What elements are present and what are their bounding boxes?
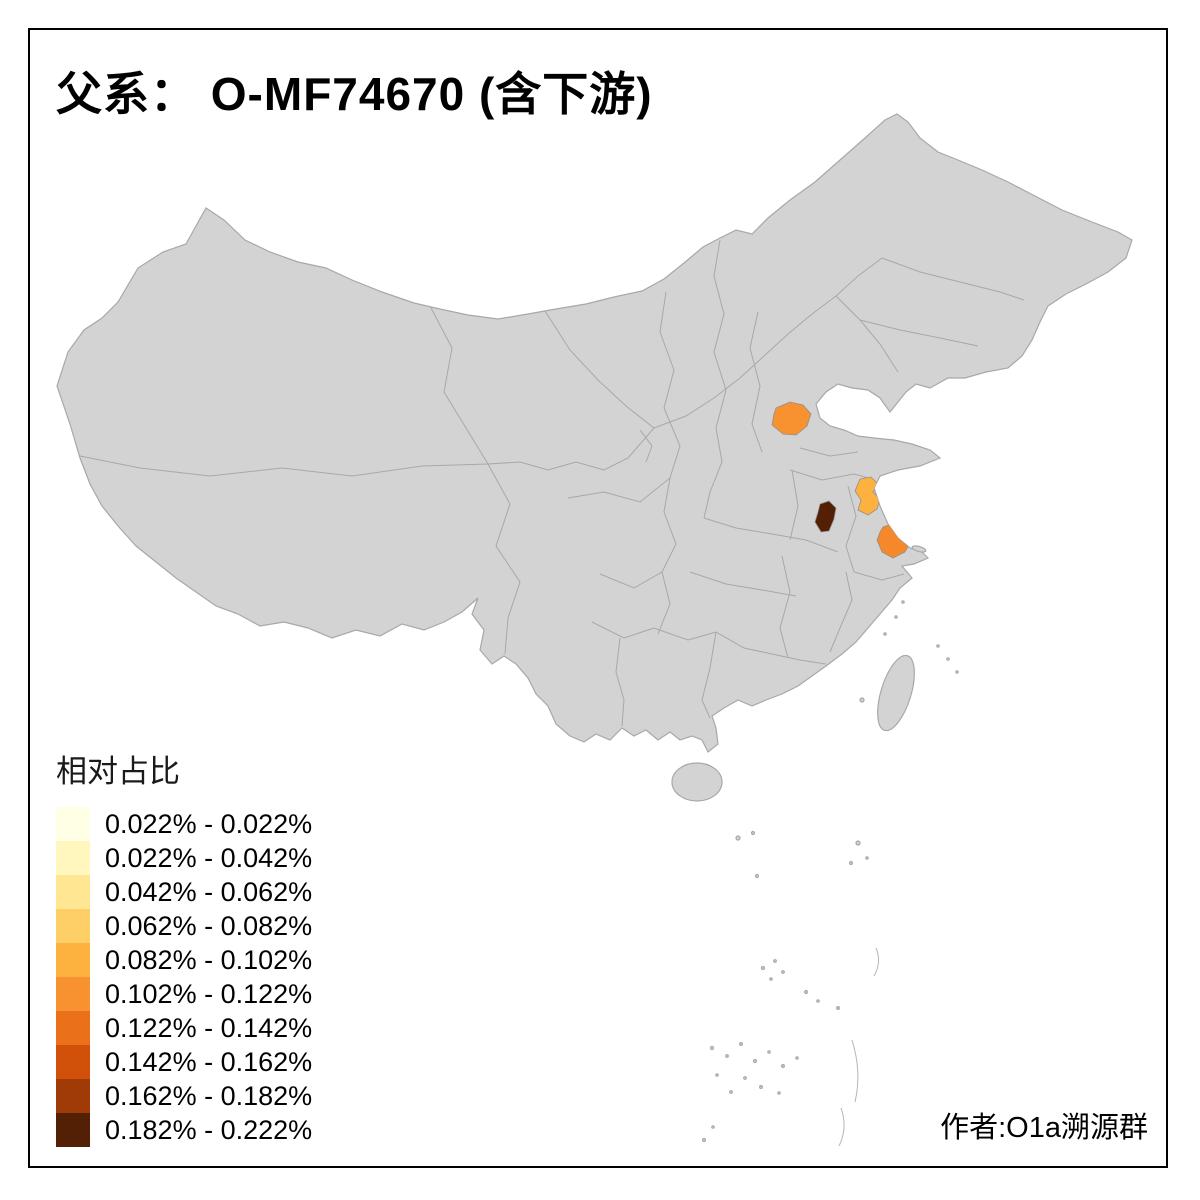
legend-label: 0.082% - 0.102%: [105, 944, 313, 975]
legend-swatch: [56, 875, 90, 909]
legend-label: 0.022% - 0.022%: [105, 808, 313, 839]
legend: 相对占比 0.022% - 0.022% 0.022% - 0.042% 0.0…: [56, 746, 312, 1147]
sea-islands: [701, 600, 959, 1143]
legend-item: 0.162% - 0.182%: [56, 1079, 312, 1113]
legend-swatch: [56, 1045, 90, 1079]
highlight-region-beijing-area: [771, 401, 812, 436]
legend-item: 0.022% - 0.022%: [56, 807, 312, 841]
legend-swatch: [56, 909, 90, 943]
highlight-region-north-anhui: [814, 500, 837, 533]
legend-label: 0.062% - 0.082%: [105, 910, 313, 941]
legend-item: 0.042% - 0.062%: [56, 875, 312, 909]
legend-label: 0.042% - 0.062%: [105, 876, 313, 907]
legend-swatch: [56, 1011, 90, 1045]
taiwan-island: [877, 654, 915, 732]
legend-item: 0.022% - 0.042%: [56, 841, 312, 875]
legend-swatch: [56, 841, 90, 875]
hainan-island: [671, 762, 723, 802]
legend-item: 0.122% - 0.142%: [56, 1011, 312, 1045]
highlighted-regions: [771, 401, 912, 559]
legend-label: 0.182% - 0.222%: [105, 1114, 313, 1145]
page-title: 父系： O-MF74670 (含下游): [56, 68, 653, 120]
legend-item: 0.102% - 0.122%: [56, 977, 312, 1011]
legend-item: 0.082% - 0.102%: [56, 943, 312, 977]
legend-item: 0.182% - 0.222%: [56, 1113, 312, 1147]
landmass: [56, 113, 1133, 1143]
legend-label: 0.102% - 0.122%: [105, 978, 313, 1009]
legend-title: 相对占比: [56, 754, 180, 789]
legend-swatch: [56, 1113, 90, 1147]
legend-label: 0.022% - 0.042%: [105, 842, 313, 873]
legend-label: 0.122% - 0.142%: [105, 1012, 313, 1043]
china-mainland: [56, 113, 1133, 753]
legend-label: 0.162% - 0.182%: [105, 1080, 313, 1111]
chongming-island: [911, 545, 927, 553]
legend-label: 0.142% - 0.162%: [105, 1046, 313, 1077]
distant-island-arcs: [838, 947, 880, 1147]
legend-swatch: [56, 977, 90, 1011]
legend-item: 0.062% - 0.082%: [56, 909, 312, 943]
legend-swatch: [56, 1079, 90, 1113]
legend-swatch: [56, 943, 90, 977]
author-credit: 作者:O1a溯源群: [940, 1112, 1148, 1144]
legend-swatch: [56, 807, 90, 841]
highlight-region-south-shandong: [854, 476, 881, 516]
legend-item: 0.142% - 0.162%: [56, 1045, 312, 1079]
province-borders: [79, 239, 1025, 727]
